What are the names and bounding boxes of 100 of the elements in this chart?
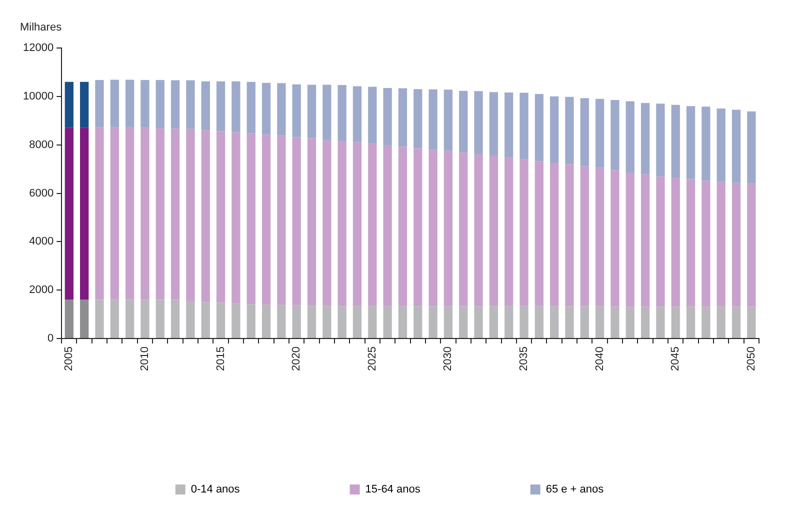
bar <box>201 130 210 302</box>
bar <box>307 84 316 138</box>
legend-label: 65 e + anos <box>546 484 604 496</box>
bar <box>80 300 89 338</box>
bar <box>444 150 453 306</box>
bar <box>322 306 332 338</box>
bar <box>170 128 180 300</box>
bar <box>534 161 544 306</box>
bar <box>747 111 756 184</box>
bar <box>414 89 422 148</box>
bar <box>125 300 134 338</box>
x-tick-label: 2045 <box>670 346 682 372</box>
y-tick-label: 12000 <box>22 42 54 54</box>
bar <box>398 88 408 147</box>
bar <box>186 80 195 129</box>
bar <box>732 306 741 338</box>
bar <box>580 166 589 306</box>
bar <box>444 90 453 151</box>
bar <box>534 306 544 338</box>
bar <box>64 128 74 300</box>
bar <box>686 306 696 338</box>
bar <box>110 127 119 300</box>
x-tick-label: 2005 <box>63 346 76 372</box>
x-tick-label: 2015 <box>214 346 227 372</box>
x-tick-label: 2050 <box>745 346 758 372</box>
y-tick-label: 2000 <box>29 284 54 296</box>
bar <box>64 300 74 338</box>
bar <box>671 306 680 338</box>
bar <box>747 184 756 307</box>
bar <box>459 152 468 306</box>
bar <box>292 305 301 338</box>
bar <box>352 86 362 142</box>
bar <box>170 80 180 128</box>
bar <box>732 110 741 183</box>
bar <box>702 306 710 338</box>
y-axis-title: Milhares <box>20 22 62 34</box>
bar <box>216 131 226 303</box>
bar <box>125 128 134 300</box>
bar <box>656 104 665 176</box>
bar <box>307 138 316 306</box>
bar <box>640 174 650 307</box>
bar <box>474 306 483 338</box>
bar <box>140 80 150 128</box>
bar <box>656 306 665 338</box>
bar <box>338 140 346 306</box>
bar <box>610 170 620 307</box>
y-tick-label: 8000 <box>29 138 54 151</box>
bar <box>277 136 286 306</box>
bar <box>580 306 589 338</box>
bar <box>610 100 620 170</box>
bar <box>292 137 301 306</box>
bar <box>610 306 620 338</box>
bar <box>686 106 696 180</box>
bar <box>656 176 665 307</box>
bar <box>140 128 150 300</box>
x-tick-label: 2010 <box>139 346 152 372</box>
bar <box>368 144 377 306</box>
bar <box>671 104 680 178</box>
bar <box>246 133 256 304</box>
bar <box>565 164 574 306</box>
bar <box>322 84 332 140</box>
bar <box>716 306 726 338</box>
bar <box>671 178 680 307</box>
bar <box>550 306 559 338</box>
bar <box>95 300 104 338</box>
bar <box>474 154 483 306</box>
bar <box>352 306 362 338</box>
bar <box>307 306 316 338</box>
bar <box>246 304 256 338</box>
bar <box>383 306 392 338</box>
bar <box>414 148 422 306</box>
bar <box>262 82 271 135</box>
bar <box>428 89 438 150</box>
bar <box>702 180 710 307</box>
x-tick-label: 2040 <box>594 346 606 372</box>
bar <box>565 96 574 164</box>
bar <box>626 172 634 307</box>
bar <box>216 302 226 338</box>
bar <box>156 80 164 128</box>
bar <box>80 82 89 128</box>
y-tick-label: 0 <box>47 332 54 345</box>
bar <box>550 163 559 306</box>
bar <box>277 305 286 338</box>
bar <box>110 80 119 128</box>
bar <box>534 94 544 162</box>
bar <box>232 81 240 132</box>
y-tick-label: 4000 <box>29 236 54 248</box>
bar <box>170 300 180 338</box>
bar <box>414 306 422 338</box>
bar <box>504 306 514 338</box>
bar <box>95 127 104 300</box>
bar <box>489 155 498 306</box>
bar <box>368 86 377 144</box>
bar <box>125 80 134 128</box>
bar <box>262 134 271 305</box>
bar <box>80 128 89 300</box>
x-tick-label: 2035 <box>518 346 530 372</box>
bar <box>338 306 346 338</box>
bar <box>322 140 332 306</box>
bar <box>565 306 574 338</box>
